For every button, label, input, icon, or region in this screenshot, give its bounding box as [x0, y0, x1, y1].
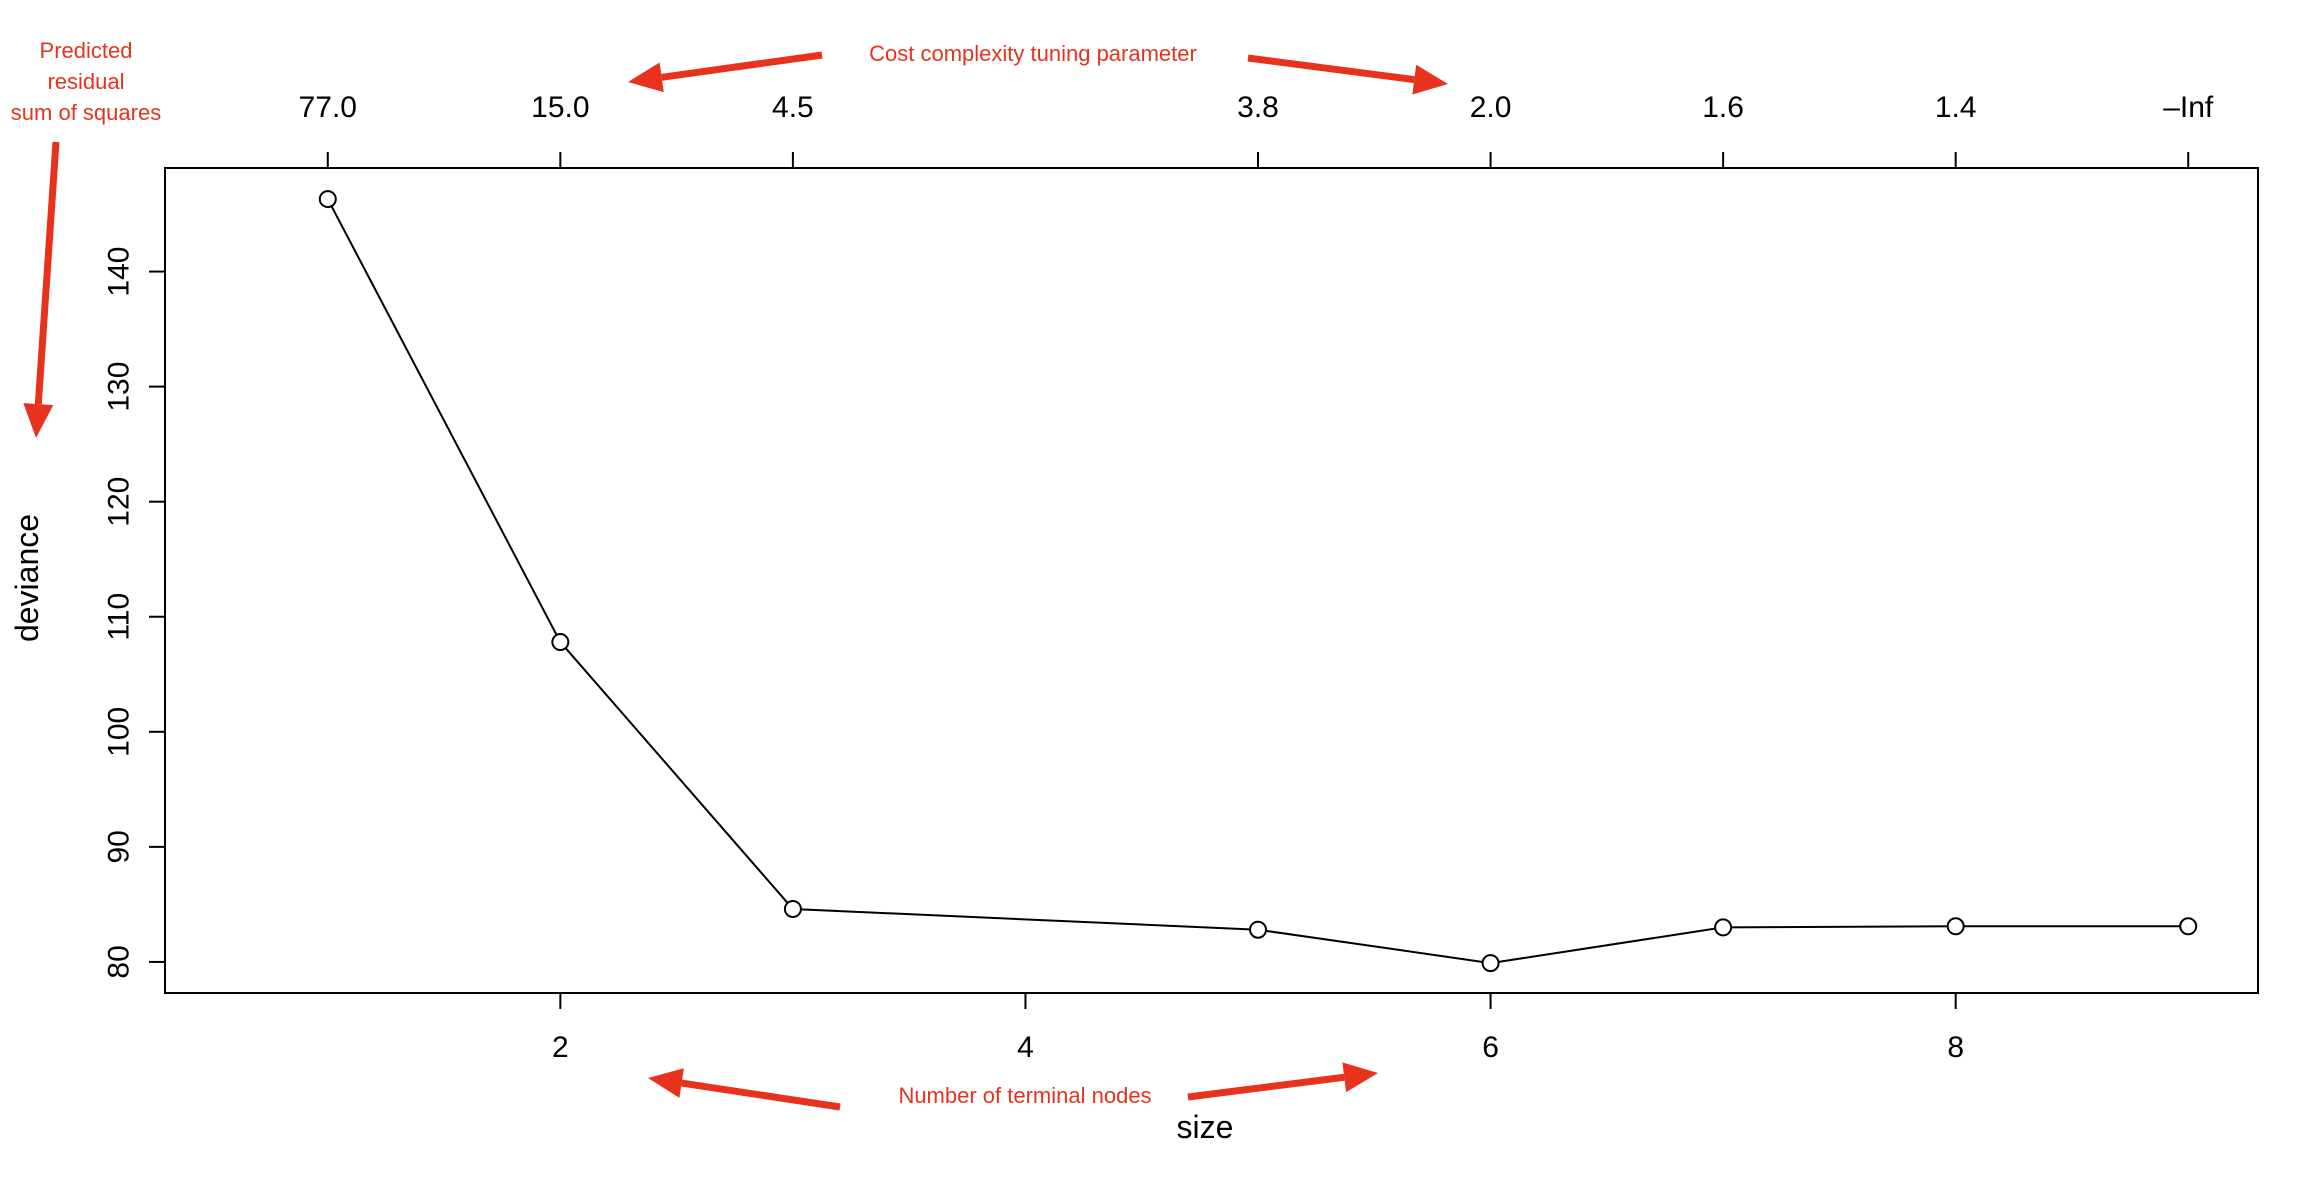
- arrow-head: [628, 62, 664, 93]
- arrow-head: [648, 1068, 684, 1098]
- arrow-shaft: [1187, 1073, 1345, 1101]
- arrow-head: [23, 403, 54, 438]
- arrow-shaft: [34, 141, 60, 405]
- data-point: [783, 900, 802, 919]
- bottom-annotation-label: Number of terminal nodes: [898, 1083, 1151, 1108]
- series-line: [326, 198, 2189, 965]
- top-axis-tick-label: 77.0: [299, 91, 357, 124]
- top-axis-tick-label: 4.5: [772, 91, 814, 124]
- plot-frame: [164, 167, 2259, 994]
- top-annotation-label: Cost complexity tuning parameter: [869, 41, 1197, 66]
- y-axis-title: deviance: [9, 514, 45, 642]
- top-axis-tick-label: 1.4: [1935, 91, 1977, 124]
- x-tick-label: 6: [1482, 1031, 1499, 1064]
- bottom-right-arrow: [1187, 1062, 1378, 1101]
- plot-area: [318, 190, 2198, 973]
- data-point: [1481, 954, 1500, 973]
- arrow-head: [1342, 1062, 1378, 1093]
- annotations: Cost complexity tuning parameter Number …: [11, 38, 1197, 1108]
- data-point: [2179, 917, 2198, 936]
- y-tick-label: 100: [103, 707, 136, 757]
- left-annotation-line-3: sum of squares: [11, 100, 161, 125]
- data-point: [1946, 917, 1965, 936]
- annotation-arrows: [23, 51, 1448, 1111]
- arrow-shaft: [1247, 54, 1415, 84]
- left-annotation-line-1: Predicted: [40, 38, 133, 63]
- top-axis-tick-label: 2.0: [1470, 91, 1512, 124]
- x-tick-label: 2: [552, 1031, 569, 1064]
- top-right-arrow: [1247, 54, 1448, 95]
- top-axis-tick-label: –Inf: [2163, 91, 2214, 124]
- top-axis-tick-label: 3.8: [1237, 91, 1279, 124]
- x-tick-label: 4: [1017, 1031, 1034, 1064]
- y-tick-label: 80: [103, 945, 136, 978]
- y-tick-label: 120: [103, 477, 136, 527]
- left-arrow: [23, 141, 60, 438]
- y-tick-label: 140: [103, 247, 136, 297]
- x-axis-title: size: [1177, 1109, 1234, 1145]
- x-tick-label: 8: [1947, 1031, 1964, 1064]
- data-point: [318, 190, 337, 209]
- top-left-arrow: [628, 51, 823, 93]
- data-point: [1249, 920, 1268, 939]
- y-tick-label: 110: [103, 593, 136, 641]
- arrow-shaft: [661, 51, 823, 81]
- bottom-left-arrow: [648, 1068, 841, 1111]
- data-point: [551, 633, 570, 652]
- y-tick-label: 90: [103, 830, 136, 863]
- top-axis-tick-label: 15.0: [531, 91, 589, 124]
- top-axis-tick-label: 1.6: [1702, 91, 1744, 124]
- arrow-shaft: [681, 1079, 841, 1111]
- y-tick-label: 130: [103, 362, 136, 412]
- axes: 2 4 6 8 80 90 100 110 120 130 140 77.0 15.0 4.5 3.8 2.0…: [103, 91, 2259, 1064]
- data-point: [1714, 918, 1733, 937]
- arrow-head: [1412, 64, 1448, 95]
- left-annotation-line-2: residual: [47, 69, 124, 94]
